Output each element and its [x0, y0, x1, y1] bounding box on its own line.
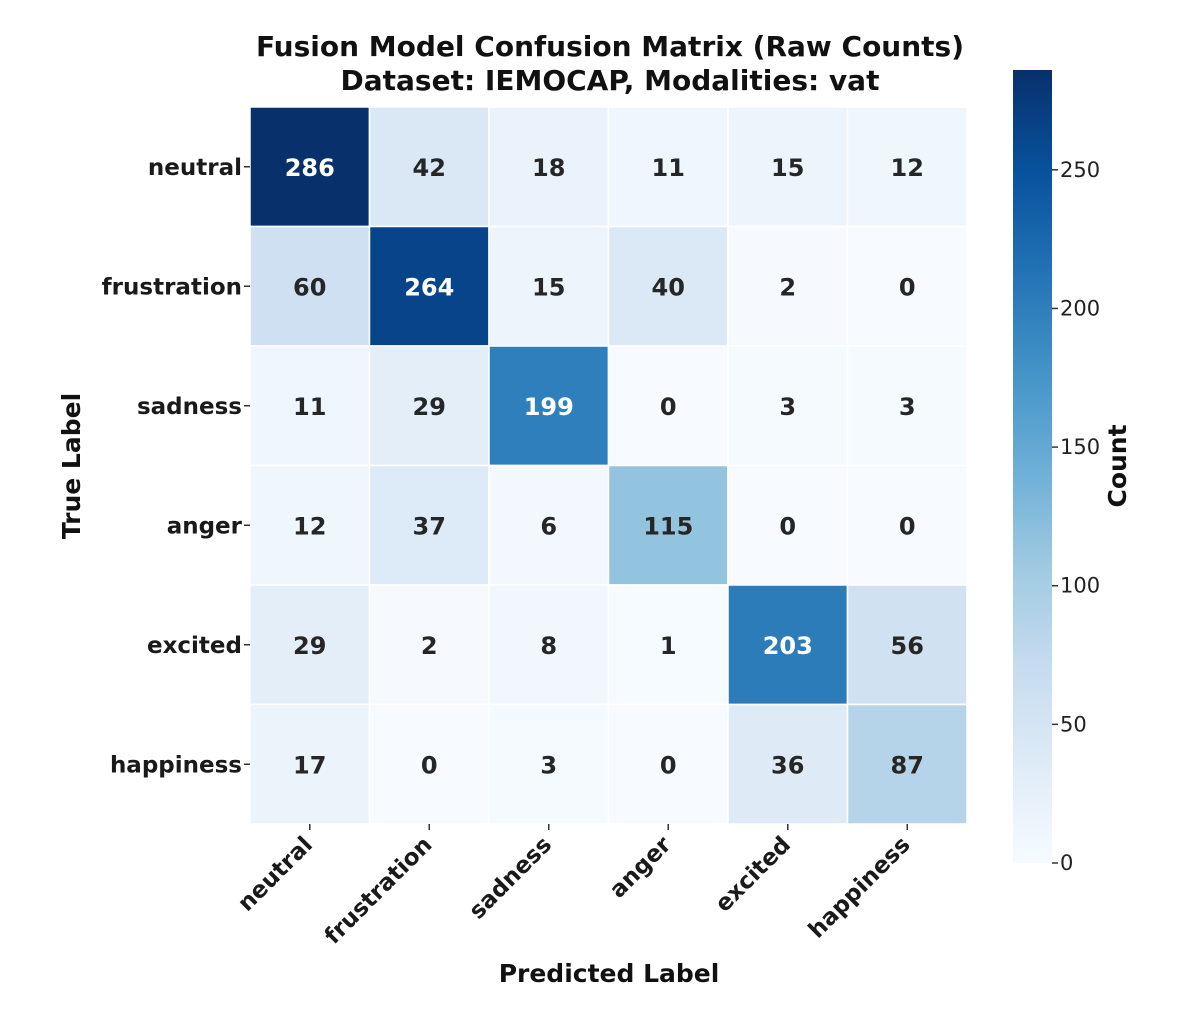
heatmap-cell — [727, 464, 849, 586]
heatmap-cell — [368, 345, 490, 467]
heatmap-cell — [249, 703, 371, 825]
cell-value-label: 37 — [413, 512, 446, 540]
heatmap-cell — [249, 584, 371, 706]
x-tick-label: neutral — [233, 832, 318, 917]
heatmap-cell — [727, 584, 849, 706]
colorbar-label: Count — [1103, 424, 1132, 507]
cell-value-label: 6 — [540, 512, 557, 540]
heatmap-cell — [846, 464, 968, 586]
y-tick-label: happiness — [110, 752, 242, 778]
cell-value-label: 36 — [771, 751, 804, 779]
cell-value-label: 199 — [524, 393, 574, 421]
x-tick-label: sadness — [464, 832, 557, 925]
cell-value-label: 8 — [540, 632, 557, 660]
heatmap-cell — [488, 464, 610, 586]
heatmap-cell — [249, 464, 371, 586]
heatmap-cell — [368, 464, 490, 586]
x-tick-label: frustration — [320, 832, 438, 950]
heatmap-cell — [607, 584, 729, 706]
cell-value-label: 1 — [660, 632, 677, 660]
cell-value-label: 286 — [285, 154, 335, 182]
cell-value-label: 40 — [652, 273, 685, 301]
cell-value-label: 29 — [293, 632, 326, 660]
cell-value-label: 264 — [404, 273, 454, 301]
cell-value-label: 11 — [652, 154, 685, 182]
cell-value-label: 18 — [532, 154, 565, 182]
cell-value-label: 115 — [643, 512, 693, 540]
heatmap-cell — [607, 464, 729, 586]
heatmap-cells — [249, 106, 968, 825]
cell-value-label: 15 — [771, 154, 804, 182]
cell-value-label: 3 — [540, 751, 557, 779]
cell-value-label: 11 — [293, 393, 326, 421]
heatmap-cell — [846, 345, 968, 467]
heatmap-cell — [488, 584, 610, 706]
y-tick-label: frustration — [102, 274, 242, 300]
heatmap-cell — [249, 106, 371, 228]
colorbar-tick-label: 0 — [1060, 851, 1073, 875]
heatmap-cell — [727, 106, 849, 228]
cell-value-label: 87 — [891, 751, 924, 779]
cell-value-label: 2 — [779, 273, 796, 301]
cell-value-label: 15 — [532, 273, 565, 301]
cell-value-label: 0 — [660, 751, 677, 779]
heatmap-cell — [607, 106, 729, 228]
cell-value-label: 0 — [779, 512, 796, 540]
colorbar — [1013, 70, 1052, 863]
cell-value-label: 42 — [413, 154, 446, 182]
cell-value-label: 29 — [413, 393, 446, 421]
y-tick-label: sadness — [137, 394, 242, 420]
heatmap-cell — [846, 106, 968, 228]
cell-value-label: 0 — [660, 393, 677, 421]
cell-value-label: 3 — [779, 393, 796, 421]
colorbar-ticks: 0 50 100 150 200 250 — [1052, 158, 1100, 875]
cell-value-label: 0 — [899, 512, 916, 540]
heatmap-cell — [846, 703, 968, 825]
heatmap-cell — [368, 106, 490, 228]
heatmap-cell — [368, 225, 490, 347]
x-tick-label: happiness — [804, 832, 916, 944]
cell-value-label: 0 — [421, 751, 438, 779]
y-axis-label: True Label — [57, 393, 86, 539]
cell-value-label: 203 — [763, 632, 813, 660]
y-tick-label: neutral — [148, 155, 242, 181]
heatmap-cell — [249, 345, 371, 467]
colorbar-tick-label: 250 — [1060, 158, 1100, 182]
chart-subtitle: Dataset: IEMOCAP, Modalities: vat — [341, 64, 880, 97]
y-tick-label: excited — [147, 633, 242, 659]
heatmap-cell — [727, 345, 849, 467]
cell-value-label: 17 — [293, 751, 326, 779]
cell-value-label: 12 — [891, 154, 924, 182]
colorbar-tick-label: 100 — [1060, 574, 1100, 598]
cell-value-label: 2 — [421, 632, 438, 660]
x-axis-label: Predicted Label — [499, 959, 720, 988]
y-axis-ticks: neutral frustration sadness anger excited hap… — [102, 155, 250, 778]
cell-value-label: 0 — [899, 273, 916, 301]
y-tick-label: anger — [167, 513, 243, 539]
cell-value-label: 56 — [891, 632, 924, 660]
heatmap-cell — [607, 345, 729, 467]
x-tick-label: anger — [605, 831, 677, 903]
colorbar-tick-label: 200 — [1060, 296, 1100, 320]
x-tick-label: excited — [710, 832, 796, 918]
heatmap-cell — [488, 106, 610, 228]
x-axis-ticks: neutral frustration sadness anger excited hap… — [233, 824, 915, 949]
cell-value-label: 60 — [293, 273, 326, 301]
heatmap-cell — [727, 703, 849, 825]
heatmap-cell — [846, 225, 968, 347]
chart-title: Fusion Model Confusion Matrix (Raw Count… — [256, 30, 964, 63]
colorbar-tick-label: 150 — [1060, 435, 1100, 459]
heatmap-cell — [846, 584, 968, 706]
colorbar-tick-label: 50 — [1060, 712, 1087, 736]
cell-value-label: 12 — [293, 512, 326, 540]
heatmap-cell — [607, 225, 729, 347]
cell-value-label: 3 — [899, 393, 916, 421]
